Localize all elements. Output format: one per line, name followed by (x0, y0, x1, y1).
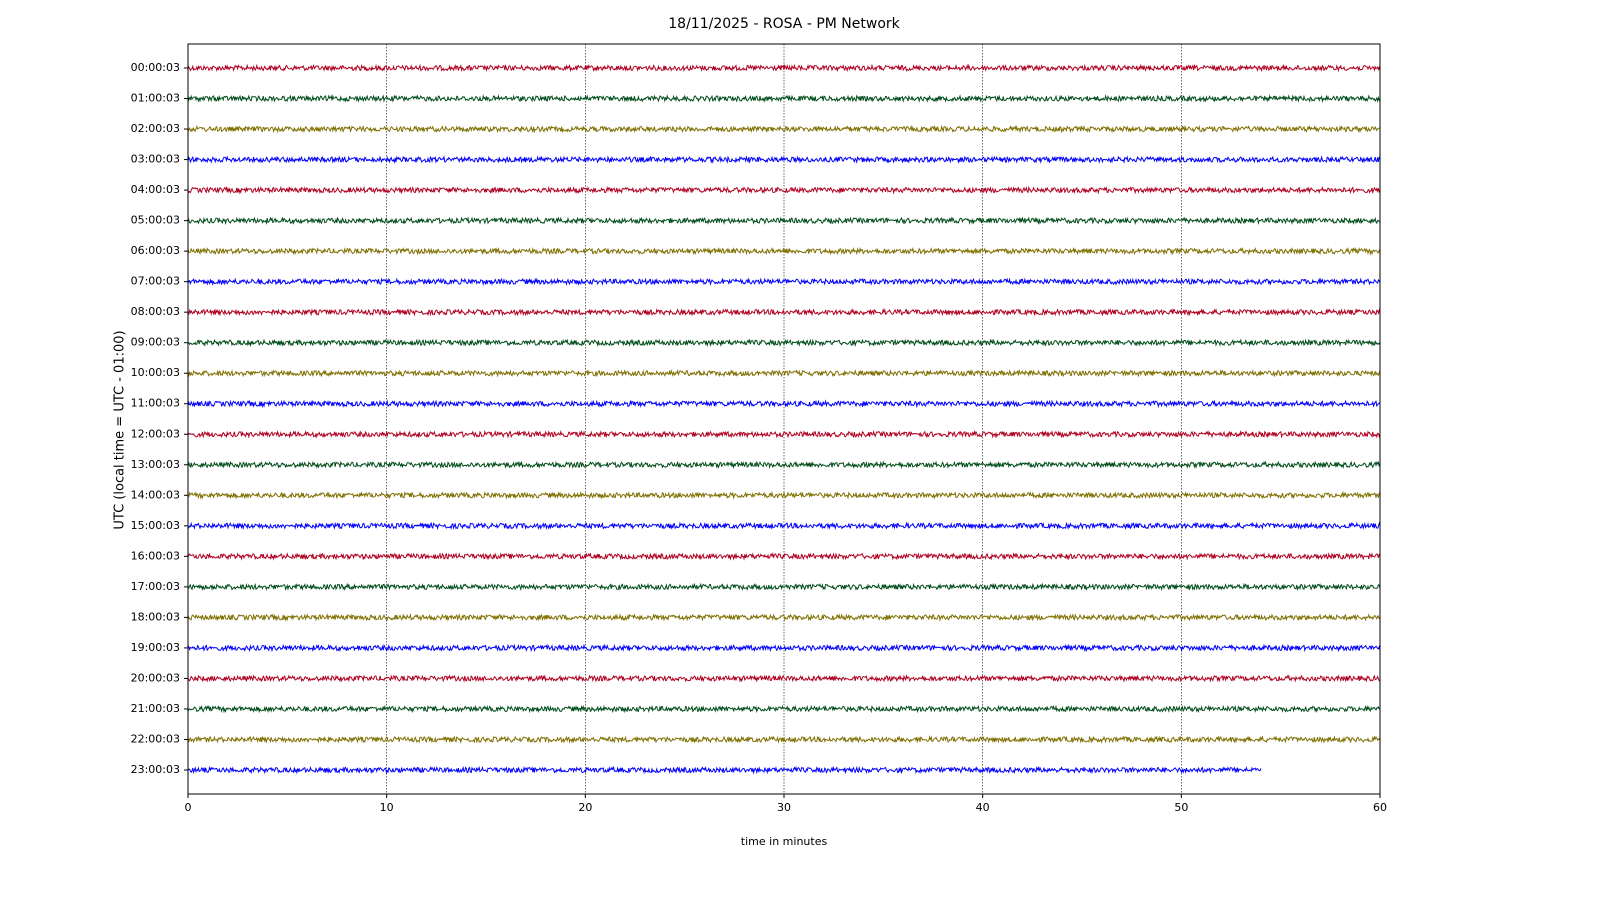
y-tick-label: 12:00:03 (131, 427, 180, 440)
x-tick-label: 20 (578, 801, 592, 814)
x-tick-label: 60 (1373, 801, 1387, 814)
y-tick-label: 04:00:03 (131, 183, 180, 196)
y-tick-label: 01:00:03 (131, 92, 180, 105)
seismic-trace (187, 429, 1381, 439)
y-tick-label: 20:00:03 (131, 671, 180, 684)
y-tick-label: 07:00:03 (131, 275, 180, 288)
y-tick-label: 13:00:03 (131, 458, 180, 471)
seismic-trace (187, 338, 1381, 348)
y-tick-label: 23:00:03 (131, 763, 180, 776)
y-tick-label: 16:00:03 (131, 549, 180, 562)
seismic-trace (187, 246, 1381, 256)
seismic-trace (187, 63, 1381, 73)
seismic-trace (187, 674, 1381, 683)
y-tick-label: 11:00:03 (131, 397, 180, 410)
seismic-trace (187, 185, 1381, 195)
seismic-trace (187, 552, 1381, 561)
seismic-trace (187, 765, 1262, 775)
x-tick-label: 50 (1174, 801, 1188, 814)
x-tick-label: 40 (976, 801, 990, 814)
seismic-trace (187, 735, 1381, 744)
seismic-trace (187, 216, 1381, 226)
y-axis-label: UTC (local time = UTC - 01:00) (113, 330, 128, 529)
y-tick-label: 19:00:03 (131, 641, 180, 654)
y-tick-label: 09:00:03 (131, 336, 180, 349)
y-tick-label: 03:00:03 (131, 153, 180, 166)
seismic-trace (187, 277, 1381, 287)
x-tick-label: 10 (380, 801, 394, 814)
seismic-trace (187, 124, 1381, 134)
x-tick-label: 30 (777, 801, 791, 814)
y-tick-label: 15:00:03 (131, 519, 180, 532)
y-tick-label: 05:00:03 (131, 214, 180, 227)
y-tick-label: 06:00:03 (131, 244, 180, 257)
seismic-trace (187, 613, 1381, 622)
x-axis-label: time in minutes (741, 835, 828, 848)
seismic-trace (187, 643, 1381, 653)
seismic-trace (187, 368, 1381, 378)
y-tick-label: 10:00:03 (131, 366, 180, 379)
seismic-trace (187, 704, 1381, 714)
seismic-trace (187, 521, 1381, 531)
seismic-trace (187, 94, 1381, 103)
seismic-trace (187, 460, 1381, 470)
seismic-trace (187, 490, 1381, 500)
seismic-trace (187, 307, 1381, 317)
y-tick-label: 18:00:03 (131, 610, 180, 623)
seismic-trace (187, 582, 1381, 592)
y-tick-label: 17:00:03 (131, 580, 180, 593)
y-tick-label: 00:00:03 (131, 61, 180, 74)
y-tick-label: 21:00:03 (131, 702, 180, 715)
y-tick-label: 08:00:03 (131, 305, 180, 318)
seismic-trace (187, 155, 1381, 165)
seismic-trace (187, 399, 1381, 409)
y-tick-label: 22:00:03 (131, 732, 180, 745)
y-tick-label: 02:00:03 (131, 122, 180, 135)
y-tick-label: 14:00:03 (131, 488, 180, 501)
x-tick-label: 0 (185, 801, 192, 814)
plot-frame (187, 43, 1381, 795)
chart-title: 18/11/2025 - ROSA - PM Network (668, 16, 900, 32)
